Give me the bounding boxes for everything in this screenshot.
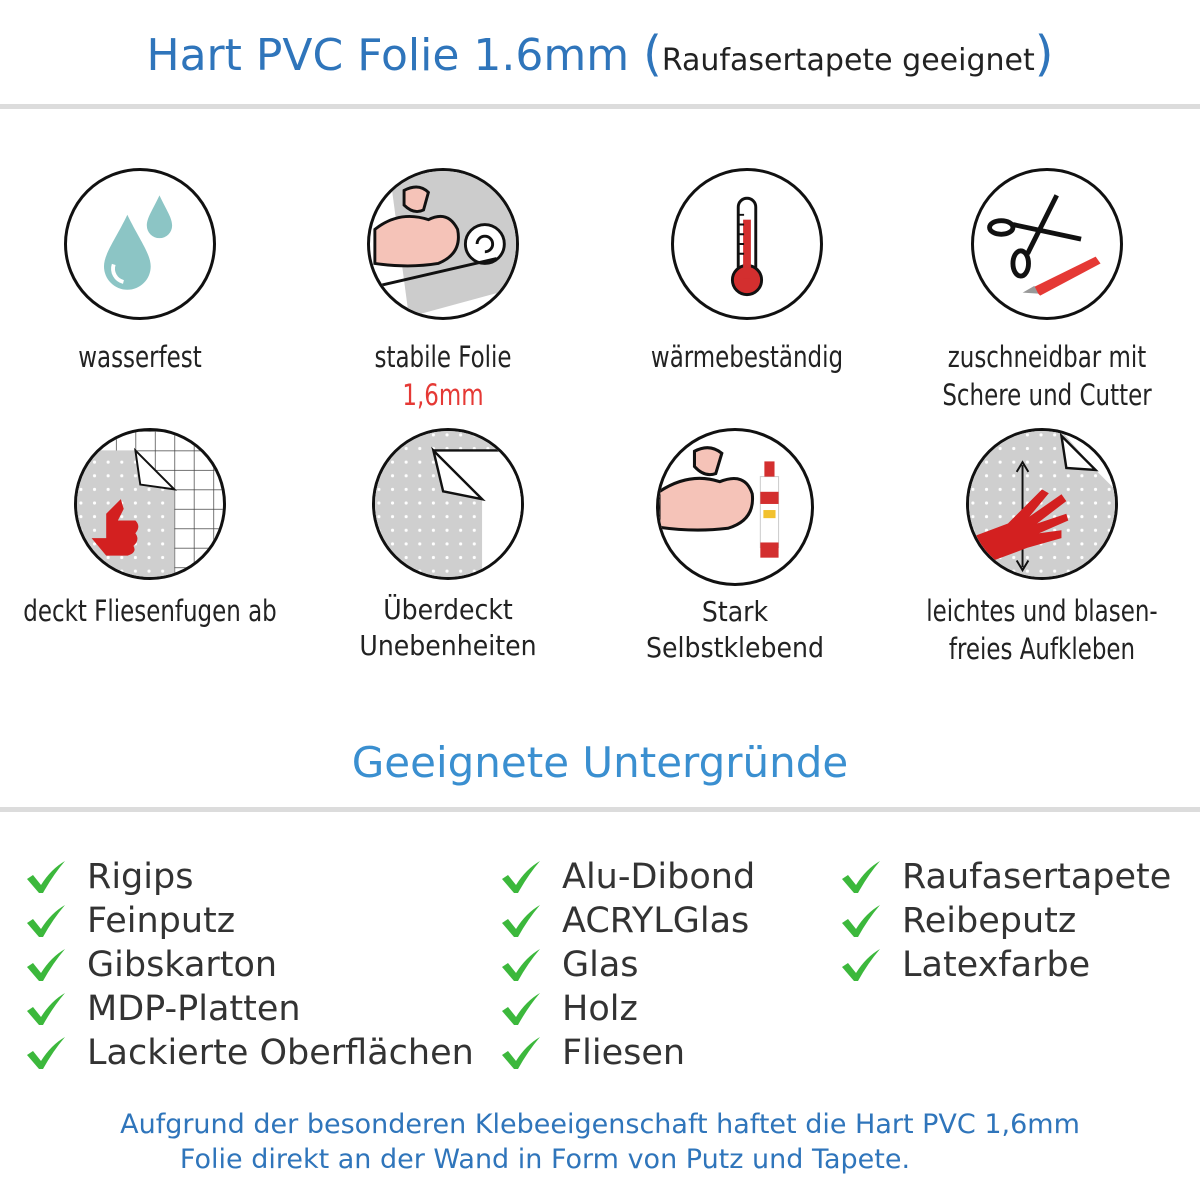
surface-label: Fliesen [562,1033,686,1073]
surface-label: Gibskarton [87,945,278,985]
surface-label: Glas [562,945,639,985]
surface-item: Alu-Dibond [500,855,755,899]
checkmark-icon [27,861,65,893]
surface-item: MDP-Platten [25,987,474,1031]
surface-item: Raufasertapete [840,855,1171,899]
feature-label: wasserfest [78,340,202,374]
strong-arm-roll-icon [367,168,519,320]
footer-note: Aufgrund der besonderen Klebeeigenschaft… [0,1107,1200,1177]
surface-item: Feinputz [25,899,474,943]
feature-label: stabile Folie [374,340,512,374]
checkmark-icon [27,1037,65,1069]
feature-label: wärmebeständig [650,340,844,374]
strong-arm-glue-icon [656,428,814,586]
feature-label: Unebenheiten [359,629,537,662]
feature-label: Stark [701,595,769,628]
checkmark-icon [502,1037,540,1069]
checkmark-icon [27,993,65,1025]
feature-label: Überdeckt [383,593,513,626]
surface-label: MDP-Platten [87,989,301,1029]
feature-aufkleben: leichtes und blasen-freies Aufkleben [892,428,1192,668]
thermometer-icon [671,168,823,320]
surface-label: Holz [562,989,638,1029]
feature-label: Selbstklebend [645,631,825,664]
checkmark-icon [842,905,880,937]
surface-label: Lackierte Oberflächen [87,1033,474,1073]
feature-label: freies Aufkleben [948,632,1136,666]
checkmark-icon [502,905,540,937]
section-divider [0,807,1200,812]
checkmark-icon [27,905,65,937]
feature-label: zuschneidbar mit [947,340,1147,374]
surface-item: Fliesen [500,1031,755,1075]
title-subtitle: Raufasertapete geeignet [661,43,1035,78]
surface-item: Gibskarton [25,943,474,987]
surface-label: Alu-Dibond [562,857,756,897]
checkmark-icon [27,949,65,981]
peeling-foil-icon [372,428,524,580]
feature-waermebestaendig: wärmebeständig [597,168,897,376]
surface-label: Raufasertapete [902,857,1172,897]
feature-wasserfest: wasserfest [0,168,290,376]
surface-label: ACRYLGlas [562,901,750,941]
surface-label: Latexfarbe [902,945,1091,985]
feature-selbstklebend: Stark Selbstklebend [585,428,885,666]
surface-label: Reibeputz [902,901,1077,941]
feature-unebenheiten: Überdeckt Unebenheiten [298,428,598,664]
surface-label: Feinputz [87,901,236,941]
title-paren-close: ) [1034,26,1054,82]
surfaces-column-1: Rigips Feinputz Gibskarton MDP-Platten Lacki… [25,855,474,1075]
water-drops-icon [64,168,216,320]
checkmark-icon [842,949,880,981]
feature-zuschneidbar: zuschneidbar mit Schere und Cutter [897,168,1197,414]
scissors-cutter-icon [971,168,1123,320]
hand-smoothing-icon [966,428,1118,580]
title-main: Hart PVC Folie 1.6mm [146,30,630,81]
feature-label: Schere und Cutter [942,378,1152,412]
surface-item: Rigips [25,855,474,899]
footer-line-1: Aufgrund der besonderen Klebeeigenschaft… [120,1109,1080,1140]
section-title: Geeignete Untergründe [351,738,849,787]
surfaces-column-3: Raufasertapete Reibeputz Latexfarbe [840,855,1171,987]
surface-item: ACRYLGlas [500,899,755,943]
checkmark-icon [502,861,540,893]
checkmark-icon [502,949,540,981]
feature-label-thickness: 1,6mm [402,378,484,412]
surface-label: Rigips [87,857,194,897]
page-title: Hart PVC Folie 1.6mm (Raufasertapete gee… [0,26,1200,82]
feature-label: leichtes und blasen- [926,594,1158,628]
surface-item: Reibeputz [840,899,1171,943]
feature-fliesenfugen: deckt Fliesenfugen ab [0,428,300,630]
surface-item: Glas [500,943,755,987]
surfaces-column-2: Alu-Dibond ACRYLGlas Glas Holz Fliesen [500,855,755,1075]
surface-item: Lackierte Oberflächen [25,1031,474,1075]
checkmark-icon [502,993,540,1025]
checkmark-icon [842,861,880,893]
surface-item: Latexfarbe [840,943,1171,987]
surface-item: Holz [500,987,755,1031]
title-paren-open: ( [643,26,662,82]
footer-line-2: Folie direkt an der Wand in Form von Put… [179,1144,911,1175]
feature-stabile-folie: stabile Folie 1,6mm [293,168,593,414]
header-divider [0,104,1200,109]
thumbs-up-tiles-icon [74,428,226,580]
feature-label: deckt Fliesenfugen ab [23,594,277,628]
